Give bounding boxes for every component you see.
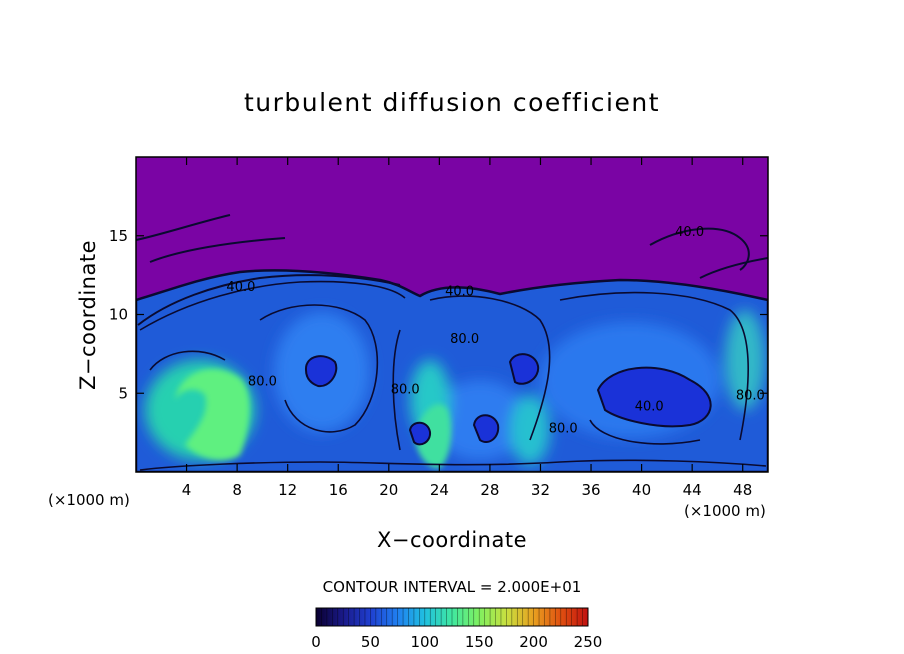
colorbar-labels: 0 50 100 150 200 250 xyxy=(311,633,602,651)
colorbar-stripes xyxy=(315,608,589,626)
contour-label: 40.0 xyxy=(226,280,255,295)
contour-line xyxy=(429,295,551,441)
colorbar-tick-label: 0 xyxy=(311,633,321,651)
contour-line xyxy=(259,304,379,433)
x-axis-ticks: 4 8 12 16 20 24 28 32 36 40 44 48 xyxy=(182,157,752,499)
contour-label: 40.0 xyxy=(675,225,704,240)
eddy-region xyxy=(510,395,550,465)
contour-line xyxy=(392,329,401,451)
contour-line xyxy=(139,459,767,471)
x-unit-right: (×1000 m) xyxy=(684,502,766,520)
y-tick-label: 10 xyxy=(109,306,128,324)
contour-label: 80.0 xyxy=(736,389,765,404)
y-tick-label: 5 xyxy=(118,384,128,402)
eddy-core xyxy=(472,414,500,444)
contour-line xyxy=(559,291,749,441)
wisp xyxy=(136,214,231,241)
x-tick-label: 16 xyxy=(329,481,348,499)
plot-area: 40.0 80.0 80.0 80.0 40.0 80.0 40.0 40.0 80.0 xyxy=(135,156,769,473)
contour-interval: CONTOUR INTERVAL = 2.000E+01 xyxy=(323,578,582,596)
eddy-core xyxy=(508,353,540,385)
y-tick-label: 15 xyxy=(109,227,128,245)
contour-labels: 40.0 80.0 80.0 80.0 40.0 80.0 40.0 40.0 80.0 xyxy=(226,225,764,437)
contour-label: 80.0 xyxy=(450,332,479,347)
colorbar-tick-label: 250 xyxy=(574,633,603,651)
contour-lines xyxy=(139,280,767,471)
colorbar: 0 50 100 150 200 250 xyxy=(311,607,602,651)
eddy-core xyxy=(596,366,712,428)
chart-title: turbulent diffusion coefficient xyxy=(244,88,660,117)
wisp xyxy=(137,274,401,326)
eddy-region xyxy=(175,369,250,461)
x-tick-label: 48 xyxy=(733,481,752,499)
upper-wisps xyxy=(136,214,768,326)
x-tick-label: 40 xyxy=(632,481,651,499)
x-tick-label: 36 xyxy=(581,481,600,499)
x-tick-label: 24 xyxy=(430,481,449,499)
wisp xyxy=(699,257,768,279)
x-tick-label: 8 xyxy=(232,481,242,499)
colorbar-tick-label: 50 xyxy=(361,633,380,651)
eddy-cores xyxy=(304,353,712,446)
colorbar-tick-label: 100 xyxy=(410,633,439,651)
x-unit-left: (×1000 m) xyxy=(48,491,130,509)
contour-label: 40.0 xyxy=(445,285,474,300)
colorbar-tick-label: 150 xyxy=(465,633,494,651)
contour-label: 40.0 xyxy=(635,400,664,415)
wisp xyxy=(149,237,286,263)
contour-label: 80.0 xyxy=(248,374,277,389)
eddy-core xyxy=(408,421,432,446)
x-tick-label: 20 xyxy=(379,481,398,499)
turbulent-field xyxy=(136,214,768,472)
eddy-region xyxy=(725,310,765,410)
x-tick-label: 32 xyxy=(531,481,550,499)
y-axis-ticks: 5 10 15 xyxy=(109,227,768,402)
contour-line xyxy=(589,419,701,445)
colorbar-tick-label: 200 xyxy=(519,633,548,651)
x-axis-label: X−coordinate xyxy=(377,528,527,552)
x-tick-label: 4 xyxy=(182,481,192,499)
contour-line xyxy=(139,280,406,331)
y-axis-label: Z−coordinate xyxy=(76,240,100,390)
x-tick-label: 44 xyxy=(683,481,702,499)
eddy-region xyxy=(415,404,452,469)
x-tick-label: 12 xyxy=(278,481,297,499)
x-tick-label: 28 xyxy=(480,481,499,499)
contour-label: 80.0 xyxy=(391,382,420,397)
eddy-core xyxy=(304,355,338,388)
contour-line xyxy=(149,350,226,371)
contour-label: 80.0 xyxy=(549,422,578,437)
